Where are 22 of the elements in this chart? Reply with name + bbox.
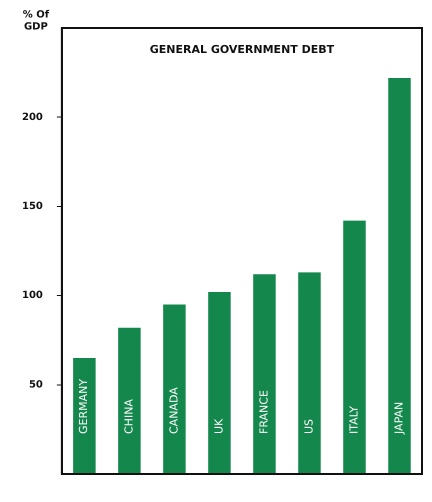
x-tick-label: JAPAN — [392, 402, 406, 435]
bar — [298, 272, 321, 474]
text: GENERAL GOVERNMENT DEBT — [150, 42, 335, 56]
bar — [118, 328, 141, 474]
x-tick-label: CANADA — [167, 386, 180, 434]
bar — [163, 304, 186, 474]
bar — [208, 292, 231, 474]
bar — [388, 78, 411, 474]
x-tick-label: UK — [212, 418, 226, 434]
y-tick-label: 200 — [22, 112, 43, 123]
y-tick-label: 100 — [22, 290, 43, 302]
x-tick-label: FRANCE — [257, 390, 270, 434]
y-tick-label: 150 — [22, 200, 43, 212]
bar — [73, 358, 96, 474]
x-tick-label: GERMANY — [77, 378, 90, 434]
x-tick-label: CHINA — [122, 398, 136, 434]
x-tick-label: US — [302, 418, 316, 434]
bar — [253, 274, 276, 474]
y-tick-label: 50 — [28, 379, 43, 390]
x-tick-label: ITALY — [347, 406, 360, 434]
y-axis-title: % Of GDP — [22, 10, 50, 33]
bar — [343, 220, 366, 474]
